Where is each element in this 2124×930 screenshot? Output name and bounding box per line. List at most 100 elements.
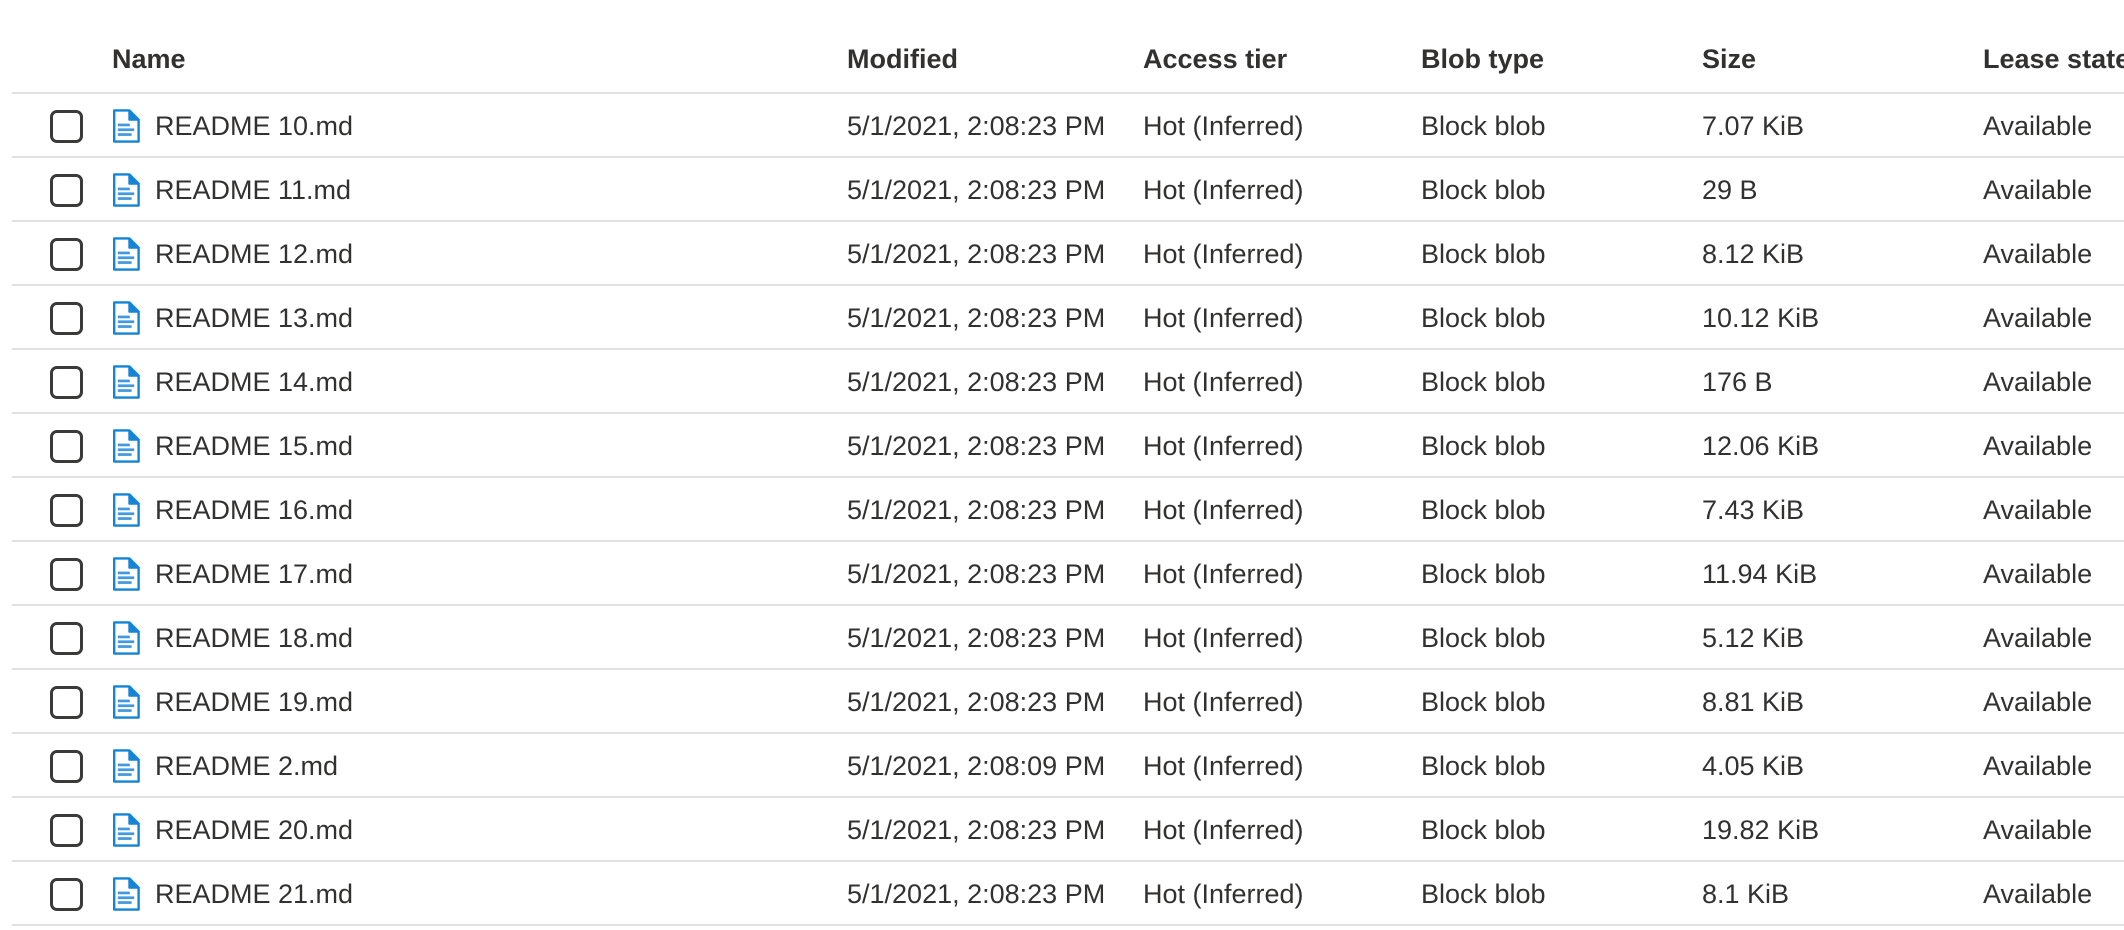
blob-access-tier: Hot (Inferred)	[1143, 558, 1304, 589]
blob-name[interactable]: README 20.md	[155, 814, 354, 845]
blob-lease-state: Available	[1983, 110, 2093, 141]
row-checkbox-cell	[50, 621, 112, 655]
row-checkbox[interactable]	[50, 173, 83, 207]
blob-size: 5.12 KiB	[1702, 622, 1805, 653]
blob-modified: 5/1/2021, 2:08:23 PM	[847, 622, 1106, 653]
row-checkbox-cell	[50, 173, 112, 207]
blob-type: Block blob	[1421, 622, 1546, 653]
row-checkbox[interactable]	[50, 301, 83, 335]
blob-lease-state: Available	[1983, 238, 2093, 269]
blob-file-icon	[113, 557, 140, 591]
row-checkbox-cell	[50, 365, 112, 399]
row-icon-cell	[112, 429, 155, 463]
blob-type: Block blob	[1421, 366, 1546, 397]
blob-lease-state: Available	[1983, 686, 2093, 717]
blob-name[interactable]: README 19.md	[155, 686, 354, 717]
blob-size: 19.82 KiB	[1702, 814, 1820, 845]
blob-access-tier: Hot (Inferred)	[1143, 110, 1304, 141]
table-row[interactable]: README 16.md 5/1/2021, 2:08:23 PM Hot (I…	[0, 478, 2124, 542]
blob-name[interactable]: README 13.md	[155, 302, 354, 333]
blob-name[interactable]: README 14.md	[155, 366, 354, 397]
row-icon-cell	[112, 877, 155, 911]
blob-lease-state: Available	[1983, 174, 2093, 205]
blob-name[interactable]: README 17.md	[155, 558, 354, 589]
blob-access-tier: Hot (Inferred)	[1143, 750, 1304, 781]
blob-name[interactable]: README 2.md	[155, 750, 339, 781]
table-body: README 10.md 5/1/2021, 2:08:23 PM Hot (I…	[0, 94, 2124, 926]
column-header-name[interactable]: Name	[112, 43, 186, 74]
blob-lease-state: Available	[1983, 878, 2093, 909]
blob-access-tier: Hot (Inferred)	[1143, 366, 1304, 397]
row-checkbox-cell	[50, 557, 112, 591]
row-checkbox[interactable]	[50, 237, 83, 271]
blob-access-tier: Hot (Inferred)	[1143, 686, 1304, 717]
row-icon-cell	[112, 109, 155, 143]
blob-type: Block blob	[1421, 238, 1546, 269]
row-checkbox[interactable]	[50, 493, 83, 527]
blob-type: Block blob	[1421, 494, 1546, 525]
row-checkbox[interactable]	[50, 813, 83, 847]
column-header-size[interactable]: Size	[1702, 43, 1757, 74]
blob-name[interactable]: README 21.md	[155, 878, 354, 909]
table-row[interactable]: README 12.md 5/1/2021, 2:08:23 PM Hot (I…	[0, 222, 2124, 286]
blob-lease-state: Available	[1983, 814, 2093, 845]
column-header-blob-type[interactable]: Blob type	[1421, 43, 1545, 74]
blob-type: Block blob	[1421, 750, 1546, 781]
blob-name[interactable]: README 16.md	[155, 494, 354, 525]
column-header-lease-state[interactable]: Lease state	[1983, 43, 2124, 74]
row-icon-cell	[112, 237, 155, 271]
row-checkbox[interactable]	[50, 557, 83, 591]
blob-modified: 5/1/2021, 2:08:23 PM	[847, 814, 1106, 845]
blob-access-tier: Hot (Inferred)	[1143, 238, 1304, 269]
row-icon-cell	[112, 493, 155, 527]
table-row[interactable]: README 19.md 5/1/2021, 2:08:23 PM Hot (I…	[0, 670, 2124, 734]
row-checkbox-cell	[50, 109, 112, 143]
row-checkbox-cell	[50, 685, 112, 719]
blob-name[interactable]: README 18.md	[155, 622, 354, 653]
table-row[interactable]: README 11.md 5/1/2021, 2:08:23 PM Hot (I…	[0, 158, 2124, 222]
column-header-access-tier[interactable]: Access tier	[1143, 43, 1288, 74]
blob-lease-state: Available	[1983, 558, 2093, 589]
blob-modified: 5/1/2021, 2:08:09 PM	[847, 750, 1106, 781]
table-row[interactable]: README 14.md 5/1/2021, 2:08:23 PM Hot (I…	[0, 350, 2124, 414]
row-checkbox[interactable]	[50, 621, 83, 655]
row-checkbox-cell	[50, 237, 112, 271]
blob-file-icon	[113, 237, 140, 271]
blob-size: 8.1 KiB	[1702, 878, 1790, 909]
table-row[interactable]: README 20.md 5/1/2021, 2:08:23 PM Hot (I…	[0, 798, 2124, 862]
blob-modified: 5/1/2021, 2:08:23 PM	[847, 302, 1106, 333]
row-icon-cell	[112, 365, 155, 399]
blob-file-icon	[113, 173, 140, 207]
blob-size: 11.94 KiB	[1702, 558, 1818, 589]
table-row[interactable]: README 18.md 5/1/2021, 2:08:23 PM Hot (I…	[0, 606, 2124, 670]
blob-file-icon	[113, 493, 140, 527]
table-row[interactable]: README 17.md 5/1/2021, 2:08:23 PM Hot (I…	[0, 542, 2124, 606]
table-row[interactable]: README 2.md 5/1/2021, 2:08:09 PM Hot (In…	[0, 734, 2124, 798]
blob-access-tier: Hot (Inferred)	[1143, 622, 1304, 653]
row-checkbox[interactable]	[50, 877, 83, 911]
blob-file-icon	[113, 749, 140, 783]
column-header-modified[interactable]: Modified	[847, 43, 958, 74]
blob-access-tier: Hot (Inferred)	[1143, 494, 1304, 525]
row-checkbox[interactable]	[50, 749, 83, 783]
blob-size: 176 B	[1702, 366, 1773, 397]
blob-size: 8.81 KiB	[1702, 686, 1805, 717]
blob-name[interactable]: README 11.md	[155, 174, 352, 205]
table-row[interactable]: README 21.md 5/1/2021, 2:08:23 PM Hot (I…	[0, 862, 2124, 926]
row-checkbox-cell	[50, 301, 112, 335]
table-row[interactable]: README 13.md 5/1/2021, 2:08:23 PM Hot (I…	[0, 286, 2124, 350]
row-checkbox[interactable]	[50, 109, 83, 143]
blob-name[interactable]: README 12.md	[155, 238, 354, 269]
table-row[interactable]: README 10.md 5/1/2021, 2:08:23 PM Hot (I…	[0, 94, 2124, 158]
row-checkbox[interactable]	[50, 429, 83, 463]
table-row[interactable]: README 15.md 5/1/2021, 2:08:23 PM Hot (I…	[0, 414, 2124, 478]
blob-modified: 5/1/2021, 2:08:23 PM	[847, 494, 1106, 525]
row-checkbox[interactable]	[50, 365, 83, 399]
row-checkbox-cell	[50, 877, 112, 911]
blob-size: 7.43 KiB	[1702, 494, 1805, 525]
blob-name[interactable]: README 15.md	[155, 430, 354, 461]
row-icon-cell	[112, 749, 155, 783]
blob-lease-state: Available	[1983, 622, 2093, 653]
row-checkbox[interactable]	[50, 685, 83, 719]
blob-name[interactable]: README 10.md	[155, 110, 354, 141]
